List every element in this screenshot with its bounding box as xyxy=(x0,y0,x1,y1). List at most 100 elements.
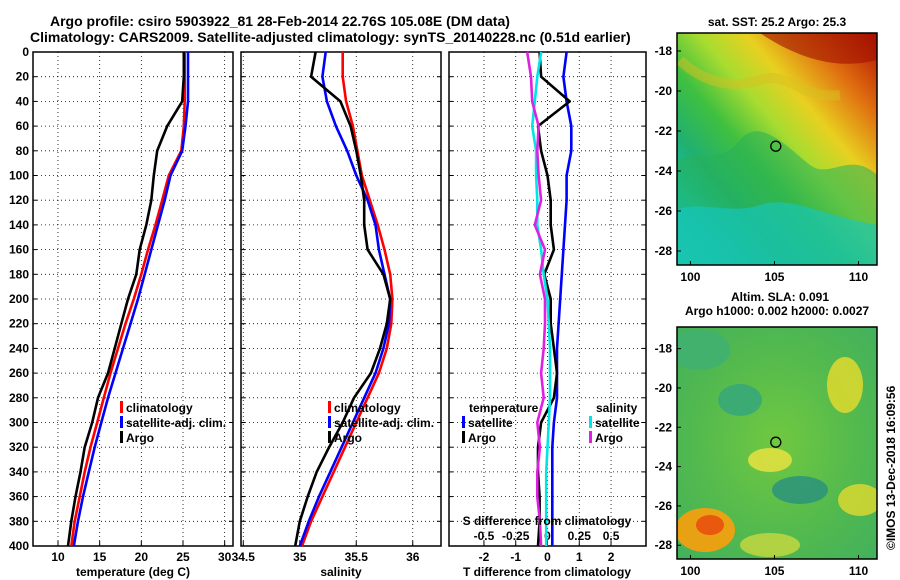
depth-tick-label: 100 xyxy=(9,169,29,183)
legend-label-argo: Argo xyxy=(468,431,496,445)
sla-map-lon-ticks: 100 105 110 xyxy=(680,555,869,578)
legend-label-climatology: climatology xyxy=(126,401,193,415)
temperature-x-ticks: 10 15 20 25 30 xyxy=(51,550,231,564)
depth-tick-label: 60 xyxy=(16,119,30,133)
legend-swatch-satellite xyxy=(462,416,465,428)
legend-swatch-argo xyxy=(120,431,123,443)
imos-timestamp: ©IMOS 13-Dec-2018 16:09:56 xyxy=(884,385,898,550)
legend-swatch-satellite xyxy=(328,416,331,428)
x-tick-label: -2 xyxy=(479,550,490,564)
sst-map-image xyxy=(677,33,877,265)
depth-tick-label: 20 xyxy=(16,70,30,84)
lat-tick-label: -22 xyxy=(655,124,673,138)
x-tick-label: 2 xyxy=(608,550,615,564)
legend-swatch-sal-satellite xyxy=(589,416,592,428)
temperature-difference-legend: temperature satellite Argo xyxy=(462,401,539,445)
series-line-salinity-argo xyxy=(525,51,547,547)
depth-tick-label: 220 xyxy=(9,317,29,331)
legend-label-satellite: satellite-adj. clim. xyxy=(126,416,226,430)
x-tick-label: 20 xyxy=(135,550,149,564)
figure-title-line2: Climatology: CARS2009. Satellite-adjuste… xyxy=(30,29,631,45)
legend-label-satellite: satellite xyxy=(468,416,513,430)
series-line-climatology xyxy=(300,52,394,547)
x-tick-label: 1 xyxy=(576,550,583,564)
difference-panel: -2 -1 0 1 2 -0.5 -0.25 0 0.25 0.5 S difference f… xyxy=(448,51,647,579)
lat-tick-label: -18 xyxy=(655,342,673,356)
series-line-satellite-adj-clim- xyxy=(72,52,190,547)
salinity-difference-legend: salinity satellite Argo xyxy=(589,401,640,445)
t-difference-x-label: T difference from climatology xyxy=(463,565,631,579)
lat-tick-label: -26 xyxy=(655,499,673,513)
legend-label-sal-argo: Argo xyxy=(595,431,623,445)
depth-tick-label: 340 xyxy=(9,465,29,479)
difference-x-ticks: -2 -1 0 1 2 xyxy=(479,550,615,564)
s-diff-tick-label: 0.25 xyxy=(568,529,592,543)
s-diff-tick-label: -0.25 xyxy=(502,529,530,543)
s-diff-tick-label: 0.5 xyxy=(603,529,620,543)
s-diff-tick-label: -0.5 xyxy=(474,529,495,543)
sst-map-lon-ticks: 100 105 110 xyxy=(680,261,869,284)
depth-tick-label: 140 xyxy=(9,218,29,232)
depth-tick-label: 240 xyxy=(9,341,29,355)
depth-tick-label: 160 xyxy=(9,243,29,257)
series-line-salinity-satellite xyxy=(530,51,552,546)
temperature-panel: 0 20 40 60 80 100 120 140 160 180 200 220 240 260 280 3… xyxy=(9,45,234,579)
sst-map-title: sat. SST: 25.2 Argo: 25.3 xyxy=(708,15,847,29)
sla-map-title: Altim. SLA: 0.091 xyxy=(731,290,829,304)
depth-tick-label: 0 xyxy=(22,45,29,59)
legend-label-argo: Argo xyxy=(334,431,362,445)
difference-grid xyxy=(449,51,646,547)
legend-swatch-argo xyxy=(462,431,465,443)
lat-tick-label: -20 xyxy=(655,84,673,98)
figure-title-line1: Argo profile: csiro 5903922_81 28-Feb-20… xyxy=(50,13,510,29)
lon-tick-label: 110 xyxy=(849,564,869,578)
lat-tick-label: -22 xyxy=(655,420,673,434)
difference-lines xyxy=(525,51,573,547)
salinity-panel: 34.5 35 35.5 36 salinity climatology satell… xyxy=(232,51,442,579)
x-tick-label: 34.5 xyxy=(232,550,256,564)
difference-top-x-ticks: -0.5 -0.25 0 0.25 0.5 xyxy=(474,529,620,543)
temperature-legend: climatology satellite-adj. clim. Argo xyxy=(120,401,226,445)
depth-tick-label: 200 xyxy=(9,292,29,306)
lat-tick-label: -28 xyxy=(655,244,673,258)
legend-swatch-climatology xyxy=(328,401,331,413)
depth-tick-label: 300 xyxy=(9,416,29,430)
sst-map-lat-ticks: -18 -20 -22 -24 -26 -28 xyxy=(655,44,681,258)
sst-map-panel: sat. SST: 25.2 Argo: 25.3 -18 -20 -22 -24 -2… xyxy=(655,15,878,284)
x-tick-label: 0 xyxy=(544,550,551,564)
legend-title-temperature: temperature xyxy=(469,401,539,415)
legend-label-climatology: climatology xyxy=(334,401,401,415)
depth-tick-label: 40 xyxy=(16,94,30,108)
lat-tick-label: -24 xyxy=(655,164,673,178)
temperature-depth-ticks: 0 20 40 60 80 100 120 140 160 180 200 220 240 260 280 3… xyxy=(9,45,29,553)
legend-title-salinity: salinity xyxy=(596,401,638,415)
temperature-lines xyxy=(66,52,190,547)
series-line-argo xyxy=(293,51,392,547)
depth-tick-label: 120 xyxy=(9,193,29,207)
salinity-lines xyxy=(293,51,394,547)
sla-map-panel: Altim. SLA: 0.091 Argo h1000: 0.002 h200… xyxy=(655,290,878,578)
salinity-legend: climatology satellite-adj. clim. Argo xyxy=(328,401,434,445)
s-difference-label: S difference from climatology xyxy=(463,514,632,528)
argo-location-marker xyxy=(770,140,782,152)
series-line-temperature-satellite xyxy=(550,51,573,546)
sla-map-subtitle: Argo h1000: 0.002 h2000: 0.0027 xyxy=(685,304,869,318)
depth-tick-label: 320 xyxy=(9,440,29,454)
x-tick-label: 15 xyxy=(93,550,107,564)
lon-tick-label: 105 xyxy=(764,270,784,284)
series-line-argo xyxy=(66,52,186,547)
legend-swatch-satellite xyxy=(120,416,123,428)
series-line-climatology xyxy=(70,52,186,547)
legend-label-satellite: satellite-adj. clim. xyxy=(334,416,434,430)
legend-label-sal-satellite: satellite xyxy=(595,416,640,430)
sla-map-frame xyxy=(676,326,878,560)
argo-location-marker xyxy=(770,436,782,448)
lat-tick-label: -26 xyxy=(655,204,673,218)
x-tick-label: -1 xyxy=(510,550,521,564)
legend-swatch-climatology xyxy=(120,401,123,413)
s-diff-tick-label: 0 xyxy=(544,529,551,543)
x-tick-label: 30 xyxy=(218,550,232,564)
lat-tick-label: -28 xyxy=(655,538,673,552)
temperature-x-label: temperature (deg C) xyxy=(76,565,190,579)
lon-tick-label: 105 xyxy=(764,564,784,578)
